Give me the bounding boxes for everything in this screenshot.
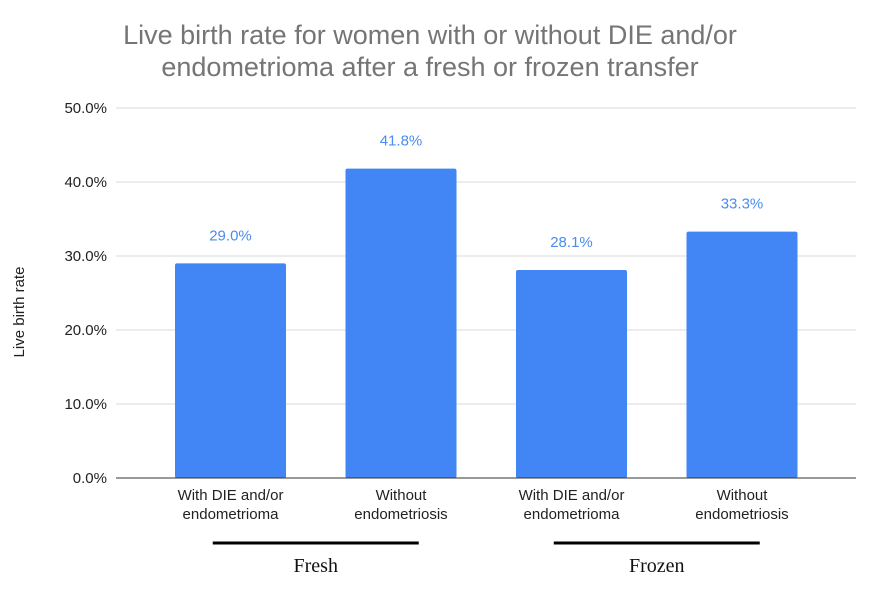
y-tick-label: 50.0% [64,100,107,117]
x-tick-label: Without [717,487,769,504]
group-label: Fresh [294,555,338,577]
y-axis-ticks: 0.0% 10.0% 20.0% 30.0% 40.0% 50.0% [64,100,107,487]
data-labels: 29.0% 41.8% 28.1% 33.3% [209,133,763,251]
x-tick-label: With DIE and/or [519,487,625,504]
chart-title: Live birth rate for women with or withou… [123,20,737,82]
y-tick-label: 0.0% [73,470,107,487]
bar [516,270,627,478]
bar-data-label: 29.0% [209,227,252,244]
y-tick-label: 40.0% [64,174,107,191]
x-tick-label: Without [376,487,428,504]
x-tick-label: endometrioma [183,506,280,523]
x-tick-label: endometriosis [695,506,788,523]
group-label: Frozen [629,555,685,577]
y-axis-label: Live birth rate [11,267,28,358]
x-tick-label: endometriosis [354,506,447,523]
x-axis-ticks: With DIE and/or endometrioma Without endome… [178,487,789,523]
bar [686,231,798,478]
chart-title-line-1: Live birth rate for women with or withou… [123,20,737,50]
chart-title-line-2: endometrioma after a fresh or frozen tra… [161,52,698,82]
y-tick-label: 20.0% [64,322,107,339]
bars [175,168,798,478]
x-tick-label: endometrioma [524,506,621,523]
y-tick-label: 10.0% [64,396,107,413]
x-tick-label: With DIE and/or [178,487,284,504]
group-labels: Fresh Frozen [212,541,760,577]
bar [345,168,457,478]
bar-data-label: 33.3% [721,196,764,213]
bar-data-label: 28.1% [550,234,593,251]
bar [175,263,286,478]
bar-data-label: 41.8% [380,133,423,150]
y-tick-label: 30.0% [64,248,107,265]
